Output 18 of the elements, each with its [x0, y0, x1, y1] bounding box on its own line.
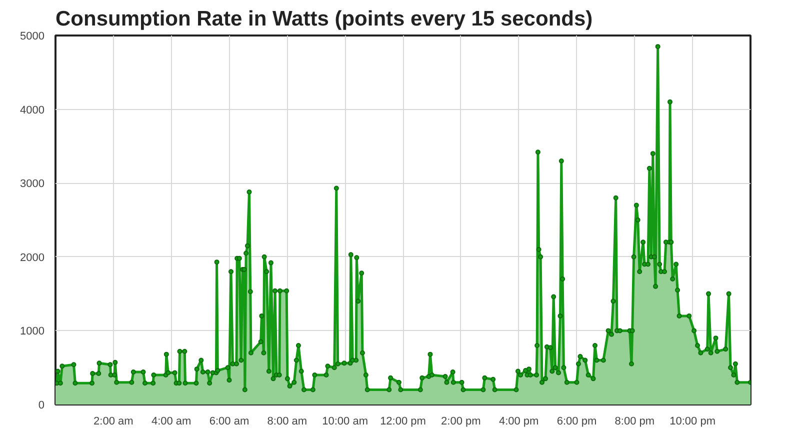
x-tick-label: 8:00 pm	[614, 416, 655, 428]
y-tick-label: 5000	[20, 30, 45, 42]
x-tick-label: 12:00 pm	[380, 416, 426, 428]
y-tick-label: 1000	[20, 326, 45, 338]
chart-title: Consumption Rate in Watts (points every 15 seconds)	[56, 8, 593, 30]
x-tick-label: 10:00 pm	[670, 416, 716, 428]
x-tick-label: 10:00 am	[322, 416, 368, 428]
x-tick-label: 4:00 am	[151, 416, 192, 428]
y-tick-label: 2000	[20, 252, 45, 264]
x-tick-label: 2:00 am	[94, 416, 134, 428]
y-tick-label: 0	[38, 400, 45, 412]
y-tick-label: 3000	[20, 178, 45, 190]
x-tick-label: 4:00 pm	[498, 416, 539, 428]
y-tick-label: 4000	[20, 104, 45, 116]
x-tick-label: 6:00 am	[209, 416, 250, 428]
x-tick-label: 6:00 pm	[556, 416, 597, 428]
x-tick-label: 2:00 pm	[441, 416, 481, 428]
x-tick-label: 8:00 am	[267, 416, 308, 428]
